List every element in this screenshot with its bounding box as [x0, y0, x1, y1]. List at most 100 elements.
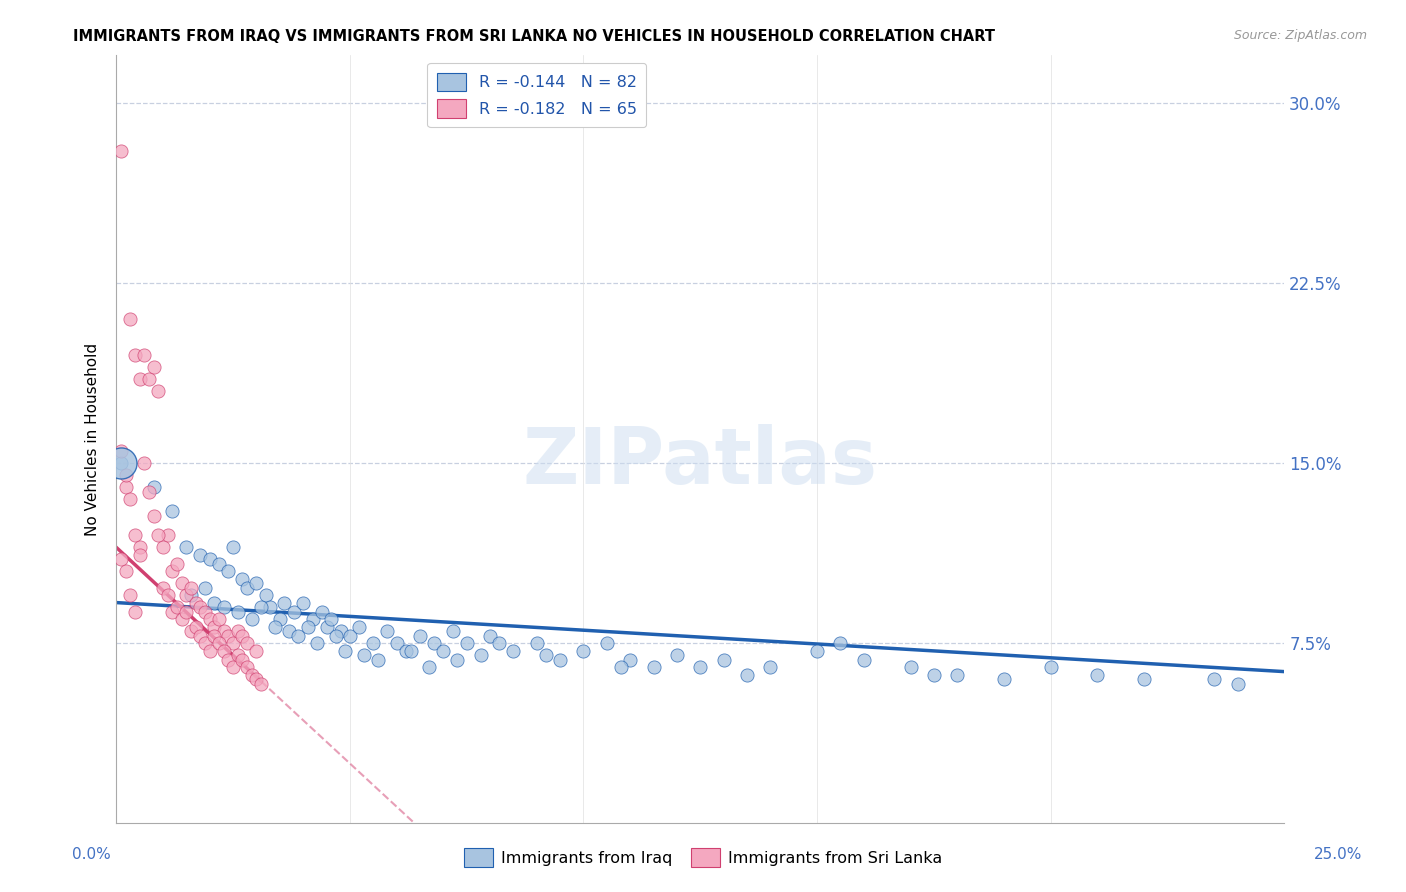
Point	[217, 629, 239, 643]
Point	[142, 360, 165, 375]
Point	[367, 653, 389, 667]
Point	[138, 485, 160, 500]
Point	[156, 528, 179, 542]
Point	[134, 348, 156, 362]
Point	[231, 629, 253, 643]
Point	[264, 619, 287, 633]
Point	[114, 480, 136, 494]
Point	[240, 667, 263, 681]
Point	[325, 629, 347, 643]
Point	[596, 636, 619, 650]
Point	[162, 504, 184, 518]
Point	[375, 624, 398, 639]
Point	[194, 605, 217, 619]
Point	[208, 612, 231, 626]
Point	[250, 600, 273, 615]
Point	[335, 643, 357, 657]
Point	[142, 480, 165, 494]
Point	[202, 596, 225, 610]
Point	[166, 557, 188, 571]
Point	[347, 619, 370, 633]
Point	[254, 588, 277, 602]
Point	[142, 509, 165, 524]
Point	[184, 619, 207, 633]
Point	[180, 581, 202, 595]
Point	[399, 643, 422, 657]
Point	[385, 636, 408, 650]
Point	[231, 572, 253, 586]
Text: ZIPatlas: ZIPatlas	[523, 425, 877, 500]
Point	[222, 541, 245, 555]
Point	[572, 643, 595, 657]
Point	[236, 636, 259, 650]
Point	[110, 456, 132, 470]
Point	[240, 612, 263, 626]
Point	[120, 312, 142, 326]
Point	[278, 624, 301, 639]
Point	[311, 605, 333, 619]
Point	[1039, 660, 1062, 674]
Point	[395, 643, 418, 657]
Point	[321, 612, 343, 626]
Text: 25.0%: 25.0%	[1315, 847, 1362, 862]
Point	[806, 643, 828, 657]
Text: Source: ZipAtlas.com: Source: ZipAtlas.com	[1233, 29, 1367, 43]
Point	[128, 372, 150, 386]
Point	[1226, 677, 1249, 691]
Point	[922, 667, 945, 681]
Point	[619, 653, 641, 667]
Point	[124, 348, 146, 362]
Point	[110, 144, 132, 158]
Point	[170, 576, 193, 591]
Point	[245, 673, 267, 687]
Point	[198, 612, 221, 626]
Point	[665, 648, 688, 663]
Y-axis label: No Vehicles in Household: No Vehicles in Household	[86, 343, 100, 536]
Point	[162, 605, 184, 619]
Point	[548, 653, 571, 667]
Point	[1087, 667, 1109, 681]
Point	[190, 629, 212, 643]
Point	[423, 636, 446, 650]
Text: IMMIGRANTS FROM IRAQ VS IMMIGRANTS FROM SRI LANKA NO VEHICLES IN HOUSEHOLD CORRE: IMMIGRANTS FROM IRAQ VS IMMIGRANTS FROM …	[73, 29, 995, 45]
Point	[456, 636, 478, 650]
Point	[713, 653, 735, 667]
Point	[208, 636, 231, 650]
Point	[361, 636, 384, 650]
Point	[217, 653, 239, 667]
Point	[502, 643, 524, 657]
Point	[124, 528, 146, 542]
Point	[176, 588, 198, 602]
Point	[226, 624, 249, 639]
Point	[128, 548, 150, 562]
Point	[441, 624, 464, 639]
Point	[353, 648, 375, 663]
Point	[852, 653, 875, 667]
Point	[120, 588, 142, 602]
Point	[292, 596, 315, 610]
Point	[156, 588, 179, 602]
Point	[759, 660, 782, 674]
Point	[194, 636, 217, 650]
Point	[212, 624, 235, 639]
Point	[269, 612, 291, 626]
Point	[297, 619, 319, 633]
Point	[114, 565, 136, 579]
Point	[212, 600, 235, 615]
Point	[830, 636, 852, 650]
Point	[236, 660, 259, 674]
Point	[152, 581, 174, 595]
Point	[202, 619, 225, 633]
Point	[110, 456, 132, 470]
Point	[245, 643, 267, 657]
Point	[208, 557, 231, 571]
Point	[315, 619, 337, 633]
Point	[217, 565, 239, 579]
Point	[339, 629, 361, 643]
Point	[488, 636, 510, 650]
Point	[222, 660, 245, 674]
Point	[689, 660, 711, 674]
Point	[287, 629, 309, 643]
Point	[152, 541, 174, 555]
Legend: Immigrants from Iraq, Immigrants from Sri Lanka: Immigrants from Iraq, Immigrants from Sr…	[457, 842, 949, 873]
